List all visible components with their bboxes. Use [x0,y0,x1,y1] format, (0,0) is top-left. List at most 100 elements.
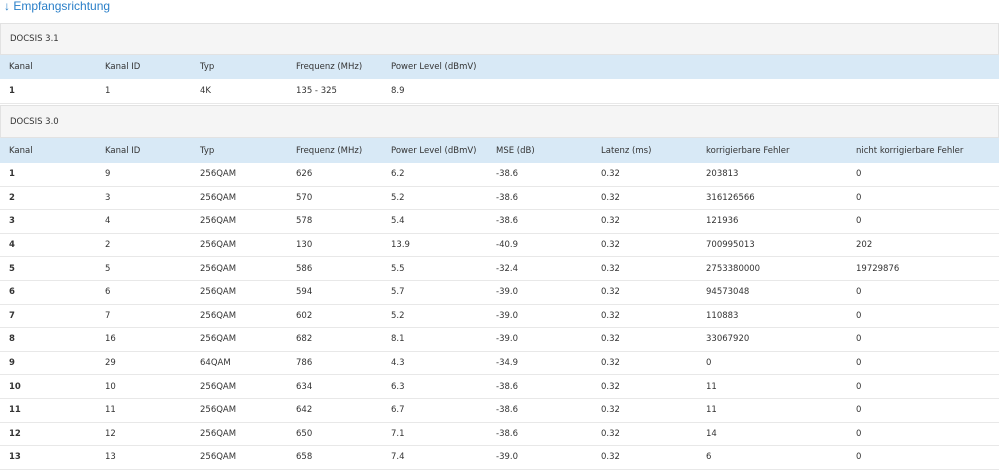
table-cell: 9 [9,358,15,368]
table-cell: 203813 [706,169,738,179]
table-cell: 0 [856,429,861,439]
table-cell: -38.6 [496,193,518,203]
table-row: 77256QAM6025.2-39.00.321108830 [0,305,999,329]
table-cell: 0.32 [601,169,620,179]
table-cell: 11 [105,405,116,415]
table-cell: 0.32 [601,193,620,203]
table-cell: 626 [296,169,312,179]
table-row: 66256QAM5945.7-39.00.32945730480 [0,281,999,305]
table-cell: 650 [296,429,312,439]
table-cell: 5.2 [391,311,405,321]
table-cell: 16 [105,334,116,344]
table-cell: 6.2 [391,169,405,179]
table-cell: 19729876 [856,264,899,274]
column-header: Kanal [9,62,33,72]
table-cell: 11 [706,405,717,415]
section-header: DOCSIS 3.0 [0,105,999,138]
table-cell: 594 [296,287,312,297]
column-header: Frequenz (MHz) [296,146,362,156]
column-header: nicht korrigierbare Fehler [856,146,963,156]
column-header: Power Level (dBmV) [391,62,477,72]
table-cell: 2 [9,193,15,203]
table-cell: 3 [9,216,15,226]
table-cell: 10 [9,382,21,392]
table-cell: 786 [296,358,312,368]
table-cell: 0 [856,193,861,203]
table-cell: 5.4 [391,216,405,226]
table-cell: 602 [296,311,312,321]
table-cell: 0 [856,334,861,344]
table-cell: 0.32 [601,382,620,392]
table-cell: 0.32 [601,405,620,415]
table-cell: 316126566 [706,193,755,203]
table-cell: 256QAM [200,334,236,344]
table-cell: 12 [9,429,21,439]
table-cell: -38.6 [496,405,518,415]
table-row: 19256QAM6266.2-38.60.322038130 [0,163,999,187]
column-header-row: Kanal Kanal ID Typ Frequenz (MHz) Power Leve… [0,55,999,79]
table-cell: 256QAM [200,429,236,439]
table-cell: 4K [200,86,211,96]
table-cell: 578 [296,216,312,226]
table-cell: 13 [9,452,21,462]
table-cell: 0.32 [601,311,620,321]
table-cell: -38.6 [496,382,518,392]
column-header: Kanal [9,146,33,156]
table-cell: 256QAM [200,452,236,462]
table-cell: -39.0 [496,287,518,297]
table-cell: -40.9 [496,240,518,250]
table-row: 23256QAM5705.2-38.60.323161265660 [0,187,999,211]
table-cell: 256QAM [200,240,236,250]
table-cell: 110883 [706,311,738,321]
table-cell: -32.4 [496,264,518,274]
table-cell: 0.32 [601,358,620,368]
table-cell: 658 [296,452,312,462]
table-cell: 642 [296,405,312,415]
table-cell: 9 [105,169,110,179]
table-row: 816256QAM6828.1-39.00.32330679200 [0,328,999,352]
column-header: Kanal ID [105,62,140,72]
table-cell: 0.32 [601,240,620,250]
table-row: 1111256QAM6426.7-38.60.32110 [0,399,999,423]
column-header: Typ [200,62,214,72]
table-cell: 256QAM [200,287,236,297]
table-cell: 11 [706,382,717,392]
table-cell: 0 [856,169,861,179]
table-cell: 0.32 [601,452,620,462]
table-cell: 1 [9,169,15,179]
column-header: Frequenz (MHz) [296,62,362,72]
table-cell: 4 [9,240,15,250]
table-cell: 8 [9,334,15,344]
column-header: Typ [200,146,214,156]
table-cell: 130 [296,240,312,250]
table-cell: -39.0 [496,452,518,462]
table-cell: 570 [296,193,312,203]
table-cell: 6 [706,452,711,462]
table-cell: 0 [856,405,861,415]
column-header: Power Level (dBmV) [391,146,477,156]
table-cell: 256QAM [200,264,236,274]
table-cell: 5 [9,264,15,274]
table-cell: 1 [105,86,110,96]
table-cell: 0.32 [601,216,620,226]
table-cell: 13 [105,452,116,462]
table-cell: -39.0 [496,334,518,344]
table-cell: 8.9 [391,86,405,96]
table-cell: 5 [105,264,110,274]
table-cell: 6.3 [391,382,405,392]
table-cell: 0.32 [601,334,620,344]
column-header: Latenz (ms) [601,146,651,156]
table-cell: 4.3 [391,358,405,368]
column-header: korrigierbare Fehler [706,146,789,156]
section-title: DOCSIS 3.1 [10,34,59,44]
table-cell: 4 [105,216,110,226]
table-cell: 202 [856,240,872,250]
table-row: 1313256QAM6587.4-39.00.3260 [0,446,999,470]
table-cell: 256QAM [200,216,236,226]
table-cell: 6 [105,287,110,297]
table-cell: 0 [856,382,861,392]
table-cell: 3 [105,193,110,203]
table-cell: 5.7 [391,287,405,297]
table-cell: 1 [9,86,15,96]
